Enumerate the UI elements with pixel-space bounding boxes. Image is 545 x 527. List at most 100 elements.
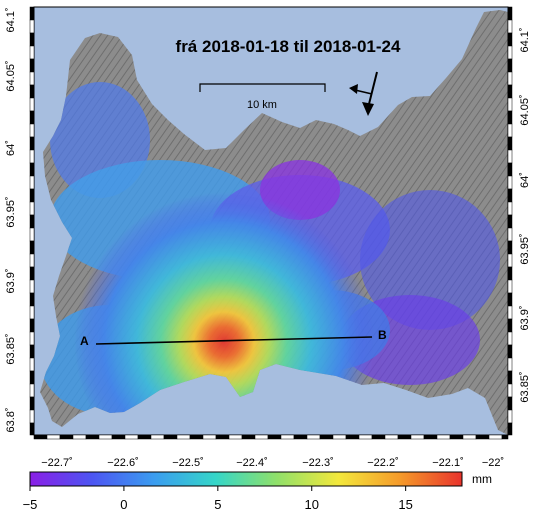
left-tick-label: 63.85˚ bbox=[5, 333, 17, 364]
frame-band-segment bbox=[358, 434, 373, 440]
frame-band-segment bbox=[241, 434, 256, 440]
colorbar: −5 0 5 10 15 mm bbox=[23, 471, 492, 512]
frame-band-segment bbox=[111, 434, 126, 440]
colorbar-gradient bbox=[29, 471, 463, 487]
bottom-tick-label: −22.6˚ bbox=[107, 457, 139, 469]
frame-band-segment bbox=[176, 434, 191, 440]
bottom-tick-label: −22.5˚ bbox=[172, 457, 204, 469]
frame-band-segment bbox=[507, 97, 513, 112]
frame-band-segment bbox=[29, 45, 35, 60]
bottom-tick-label: −22.1˚ bbox=[432, 457, 464, 469]
frame-band-segment bbox=[29, 58, 35, 73]
frame-band-segment bbox=[85, 434, 100, 440]
frame-band-segment bbox=[29, 149, 35, 164]
colorbar-tick-label: 5 bbox=[214, 497, 221, 512]
frame-band-segment bbox=[507, 123, 513, 138]
frame-band-segment bbox=[29, 292, 35, 307]
frame-band-segment bbox=[507, 32, 513, 47]
frame-band-segment bbox=[507, 396, 513, 411]
frame-band-segment bbox=[507, 110, 513, 125]
frame-band-segment bbox=[507, 292, 513, 307]
frame-band-segment bbox=[254, 434, 269, 440]
frame-band-segment bbox=[29, 201, 35, 216]
colorbar-tick-label: 10 bbox=[305, 497, 319, 512]
frame-band-segment bbox=[507, 84, 513, 99]
frame-band-segment bbox=[410, 434, 425, 440]
frame-band-segment bbox=[29, 279, 35, 294]
frame-band-segment bbox=[293, 434, 308, 440]
frame-band-segment bbox=[319, 434, 334, 440]
frame-band-segment bbox=[507, 357, 513, 372]
right-axis: 64.1˚ 64.05˚ 64˚ 63.95˚ 63.9˚ 63.85˚ bbox=[519, 27, 531, 402]
frame-band-segment bbox=[29, 110, 35, 125]
north-arrow-icon bbox=[349, 71, 378, 116]
frame-band-segment bbox=[371, 434, 386, 440]
deformation-overlay bbox=[40, 82, 500, 435]
map-area bbox=[34, 7, 508, 435]
frame-band-segment bbox=[507, 266, 513, 281]
frame-band-segment bbox=[507, 370, 513, 385]
bottom-tick-label: −22.4˚ bbox=[236, 457, 268, 469]
frame-band-segment bbox=[507, 383, 513, 398]
frame-band-segment bbox=[507, 409, 513, 424]
frame-band-segment bbox=[436, 434, 451, 440]
frame-band-segment bbox=[29, 383, 35, 398]
frame-band-segment bbox=[397, 434, 412, 440]
frame-band-segment bbox=[267, 434, 282, 440]
frame-ticks bbox=[29, 6, 513, 440]
left-tick-label: 64.1˚ bbox=[5, 7, 17, 32]
frame-band-segment bbox=[507, 279, 513, 294]
frame-band-segment bbox=[462, 434, 477, 440]
left-axis: 64.1˚ 64.05˚ 64˚ 63.95˚ 63.9˚ 63.85˚ 63.… bbox=[5, 7, 17, 432]
right-tick-label: 64.05˚ bbox=[519, 94, 531, 125]
left-tick-label: 64.05˚ bbox=[5, 60, 17, 91]
frame-band-segment bbox=[507, 71, 513, 86]
frame-band-segment bbox=[501, 434, 509, 440]
right-tick-label: 64˚ bbox=[519, 172, 531, 188]
frame-band-segment bbox=[507, 253, 513, 268]
frame-band-segment bbox=[228, 434, 243, 440]
frame-band-segment bbox=[124, 434, 139, 440]
frame-band-segment bbox=[475, 434, 490, 440]
frame-band-segment bbox=[507, 58, 513, 73]
frame-band-segment bbox=[507, 305, 513, 320]
profile-start-label: A bbox=[80, 334, 89, 348]
frame-band-segment bbox=[150, 434, 165, 440]
frame-band-segment bbox=[29, 344, 35, 359]
scale-bar: 10 km bbox=[199, 83, 326, 111]
right-tick-label: 63.9˚ bbox=[519, 305, 531, 330]
frame-band-segment bbox=[29, 318, 35, 333]
frame-band-segment bbox=[345, 434, 360, 440]
frame-band-segment bbox=[332, 434, 347, 440]
frame-band-segment bbox=[507, 162, 513, 177]
frame-band-segment bbox=[29, 253, 35, 268]
frame-band-segment bbox=[29, 396, 35, 411]
frame-band-segment bbox=[29, 136, 35, 151]
bottom-tick-label: −22˚ bbox=[482, 457, 504, 469]
frame-band-segment bbox=[29, 84, 35, 99]
frame-band-segment bbox=[29, 409, 35, 424]
frame-band-segment bbox=[29, 71, 35, 86]
frame-band-segment bbox=[137, 434, 152, 440]
frame-band-segment bbox=[29, 266, 35, 281]
bottom-axis: −22.7˚ −22.6˚ −22.5˚ −22.4˚ −22.3˚ −22.2… bbox=[41, 457, 504, 469]
colorbar-tick-label: 15 bbox=[398, 497, 412, 512]
left-tick-label: 63.8˚ bbox=[5, 407, 17, 432]
colorbar-ticks: −5 0 5 10 15 bbox=[23, 486, 413, 512]
frame-band-segment bbox=[29, 357, 35, 372]
frame-band-segment bbox=[384, 434, 399, 440]
colorbar-tick-label: −5 bbox=[23, 497, 38, 512]
right-tick-label: 64.1˚ bbox=[519, 27, 531, 52]
frame-band-segment bbox=[59, 434, 74, 440]
frame-band-segment bbox=[33, 434, 48, 440]
frame-band-segment bbox=[29, 240, 35, 255]
frame-band-segment bbox=[423, 434, 438, 440]
frame-band-segment bbox=[280, 434, 295, 440]
frame-band-segment bbox=[507, 344, 513, 359]
scale-bar-label: 10 km bbox=[247, 99, 277, 111]
frame-band-segment bbox=[29, 175, 35, 190]
frame-band-segment bbox=[46, 434, 61, 440]
frame-band-segment bbox=[163, 434, 178, 440]
frame-band-segment bbox=[29, 305, 35, 320]
bottom-tick-label: −22.7˚ bbox=[41, 457, 73, 469]
